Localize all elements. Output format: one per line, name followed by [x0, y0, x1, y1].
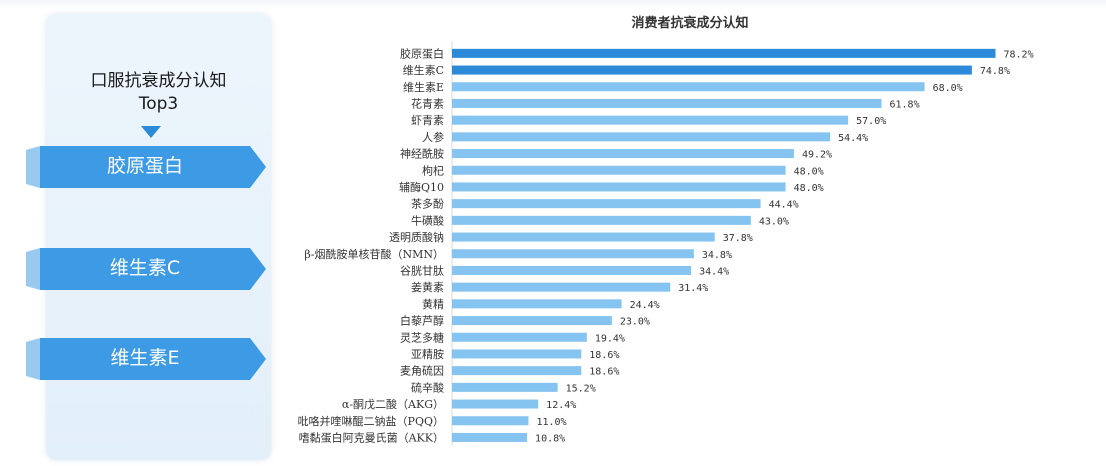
ribbon-shape-2 [26, 248, 266, 290]
category-label: 嗜黏蛋白阿克曼氏菌（AKK） [299, 430, 444, 444]
down-arrow-icon [141, 126, 161, 138]
category-label: 枸杞 [422, 163, 444, 177]
value-label: 11.0% [536, 417, 566, 428]
category-label: 黄精 [422, 297, 444, 311]
category-label: 硫辛酸 [411, 380, 444, 394]
value-label: 24.4% [630, 300, 660, 311]
value-label: 18.6% [589, 367, 619, 378]
category-label: 神经酰胺 [400, 147, 444, 161]
category-label: 胶原蛋白 [400, 46, 444, 60]
bar [452, 48, 996, 58]
value-label: 49.2% [802, 150, 832, 161]
bar [452, 332, 587, 342]
category-label: 透明质酸钠 [389, 230, 444, 244]
category-label: 灵芝多糖 [400, 330, 444, 344]
value-label: 19.4% [595, 333, 625, 344]
value-label: 15.2% [566, 383, 596, 394]
bar [452, 82, 925, 92]
ribbon-shape-1 [26, 146, 266, 188]
bar [452, 232, 715, 242]
value-label: 34.4% [699, 266, 729, 277]
value-label: 18.6% [589, 350, 619, 361]
value-label: 78.2% [1003, 49, 1033, 60]
category-label: 麦角硫因 [400, 364, 444, 378]
bar [452, 282, 671, 292]
ribbon-3: 维生素E [26, 338, 266, 380]
category-label: β-烟酰胺单核苷酸（NMN） [304, 247, 444, 261]
bar [452, 316, 612, 326]
bar [452, 98, 882, 108]
value-label: 43.0% [759, 216, 789, 227]
bar [452, 132, 831, 142]
bar [452, 165, 786, 175]
bar [452, 416, 529, 426]
bar [452, 199, 761, 209]
category-label: 姜黄素 [411, 280, 444, 294]
bar [452, 65, 972, 75]
value-label: 54.4% [838, 133, 868, 144]
value-label: 48.0% [794, 166, 824, 177]
panel-title: 口服抗衰成分认知 [90, 71, 227, 91]
value-label: 37.8% [723, 233, 753, 244]
ribbon-shape-3 [26, 338, 266, 380]
value-label: 12.4% [546, 400, 576, 411]
category-label: 虾青素 [411, 114, 444, 127]
value-label: 10.8% [535, 433, 565, 444]
category-label: 人参 [422, 130, 444, 144]
top3-panel [46, 14, 271, 460]
bar [452, 249, 694, 259]
bar [452, 432, 528, 442]
ribbon-label-2: 维生素C [109, 257, 181, 279]
category-label: 白藜芦醇 [400, 314, 444, 328]
ribbon-2: 维生素C [26, 248, 266, 290]
panel-subtitle: Top3 [138, 94, 179, 114]
ribbon-1: 胶原蛋白 [26, 146, 266, 188]
category-label: 茶多酚 [411, 197, 444, 211]
value-label: 74.8% [980, 66, 1010, 77]
bar [452, 366, 582, 376]
bar [452, 115, 849, 125]
bar [452, 349, 582, 359]
category-label: α-酮戊二酸（AKG） [342, 397, 444, 411]
value-label: 57.0% [856, 116, 886, 127]
value-label: 48.0% [794, 183, 824, 194]
top-fade [0, 0, 1106, 10]
category-label: 维生素C [403, 63, 444, 77]
category-label: 花青素 [411, 97, 444, 110]
bar [452, 149, 794, 159]
category-label: 谷胱甘肽 [400, 263, 444, 277]
bar [452, 382, 558, 392]
category-label: 牛磺酸 [411, 213, 444, 227]
value-label: 23.0% [620, 317, 650, 328]
chart-title: 消费者抗衰成分认知 [631, 16, 749, 31]
value-label: 44.4% [769, 200, 799, 211]
category-label: 亚精胺 [411, 347, 444, 361]
category-label: 辅酶Q10 [399, 180, 444, 194]
bar [452, 215, 751, 225]
bar [452, 299, 622, 309]
value-label: 34.8% [702, 250, 732, 261]
ribbon-label-3: 维生素E [110, 347, 180, 369]
value-label: 61.8% [890, 99, 920, 110]
bar [452, 399, 539, 409]
value-label: 68.0% [933, 83, 963, 94]
ribbon-label-1: 胶原蛋白 [106, 155, 183, 177]
value-label: 31.4% [678, 283, 708, 294]
bar [452, 265, 692, 275]
category-label: 维生素E [403, 80, 444, 94]
category-label: 吡咯并喹啉醌二钠盐（PQQ） [298, 414, 444, 428]
bar [452, 182, 786, 192]
